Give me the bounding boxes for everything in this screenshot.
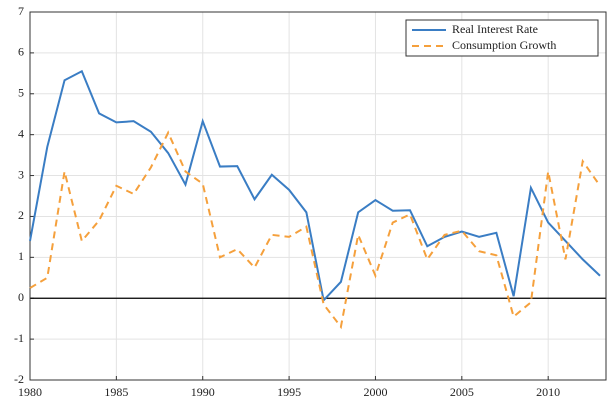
- y-tick-label: 3: [18, 167, 24, 181]
- y-tick-label: 5: [18, 86, 24, 100]
- data-line: [29, 130, 601, 330]
- legend-label: Consumption Growth: [452, 38, 556, 52]
- x-tick-label: 2000: [363, 385, 387, 399]
- frame: [29, 11, 607, 381]
- data-line: [29, 69, 601, 303]
- x-tick-label: 1980: [18, 385, 42, 399]
- x-tick-label: 1985: [104, 385, 128, 399]
- y-tick-label: -2: [14, 372, 24, 386]
- y-tick-label: 2: [18, 208, 24, 222]
- x-tick-label: 1990: [191, 385, 215, 399]
- x-tick-label: 1995: [277, 385, 301, 399]
- legend-box: [405, 19, 599, 57]
- plot-area: [29, 11, 607, 381]
- y-tick-label: 0: [18, 290, 24, 304]
- x-tick-label: 2005: [450, 385, 474, 399]
- y-tick-label: 7: [18, 4, 24, 18]
- legend-label: Real Interest Rate: [452, 22, 538, 36]
- y-tick-label: 6: [18, 45, 24, 59]
- y-tick-label: 1: [18, 249, 24, 263]
- y-tick-label: -1: [14, 331, 24, 345]
- y-tick-label: 4: [18, 126, 24, 140]
- x-tick-label: 2010: [536, 385, 560, 399]
